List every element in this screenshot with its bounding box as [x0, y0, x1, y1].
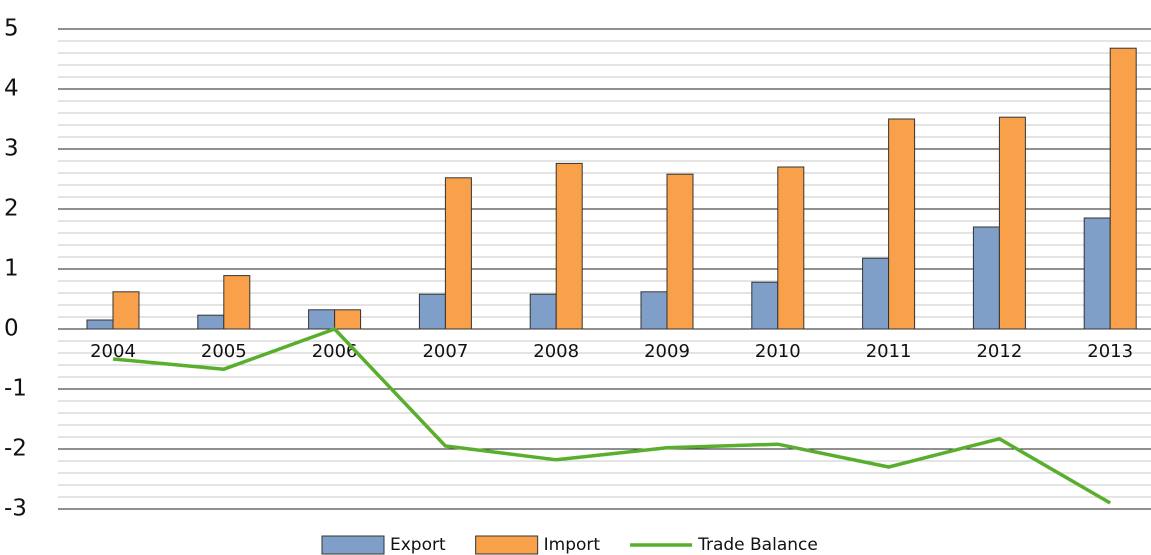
x-tick-label: 2008 [533, 341, 579, 362]
bar [862, 257, 890, 330]
bar [418, 293, 446, 330]
bar [197, 314, 225, 330]
y-tick-label: -3 [4, 496, 27, 522]
y-tick-label: 5 [4, 16, 19, 42]
y-tick-label: 4 [4, 76, 19, 102]
x-tick-label: 2007 [422, 341, 468, 362]
x-tick-label: 2004 [90, 341, 136, 362]
bar [112, 291, 140, 330]
y-tick-label: 0 [4, 316, 19, 342]
y-tick-label: 2 [4, 196, 19, 222]
bar [444, 177, 472, 330]
x-tick-label: 2013 [1087, 341, 1133, 362]
bar [1109, 47, 1137, 330]
y-tick-label: 3 [4, 136, 19, 162]
legend-label: Trade Balance [697, 535, 818, 555]
legend-label: Export [390, 535, 446, 555]
legend-label: Import [544, 535, 601, 555]
y-tick-label: 1 [4, 256, 19, 282]
bar [555, 162, 583, 330]
bar [334, 309, 362, 330]
y-tick-label: -2 [4, 436, 27, 462]
bar [640, 291, 668, 330]
bar [1083, 217, 1111, 330]
legend-swatch [321, 535, 385, 555]
bar [972, 226, 1000, 330]
legend-swatch [475, 535, 539, 555]
bar [223, 275, 251, 330]
x-tick-label: 2011 [866, 341, 912, 362]
bar [777, 166, 805, 330]
bar [666, 173, 694, 330]
x-tick-label: 2009 [644, 341, 690, 362]
line-series [112, 327, 1112, 505]
y-tick-label: -1 [4, 376, 27, 402]
bar [751, 281, 779, 330]
bar [998, 116, 1026, 330]
x-tick-label: 2012 [976, 341, 1022, 362]
bar [529, 293, 557, 330]
x-tick-label: 2006 [312, 341, 358, 362]
x-tick-label: 2005 [201, 341, 247, 362]
x-tick-label: 2010 [755, 341, 801, 362]
bar [888, 118, 916, 330]
bar [308, 309, 336, 330]
bar [86, 319, 114, 330]
